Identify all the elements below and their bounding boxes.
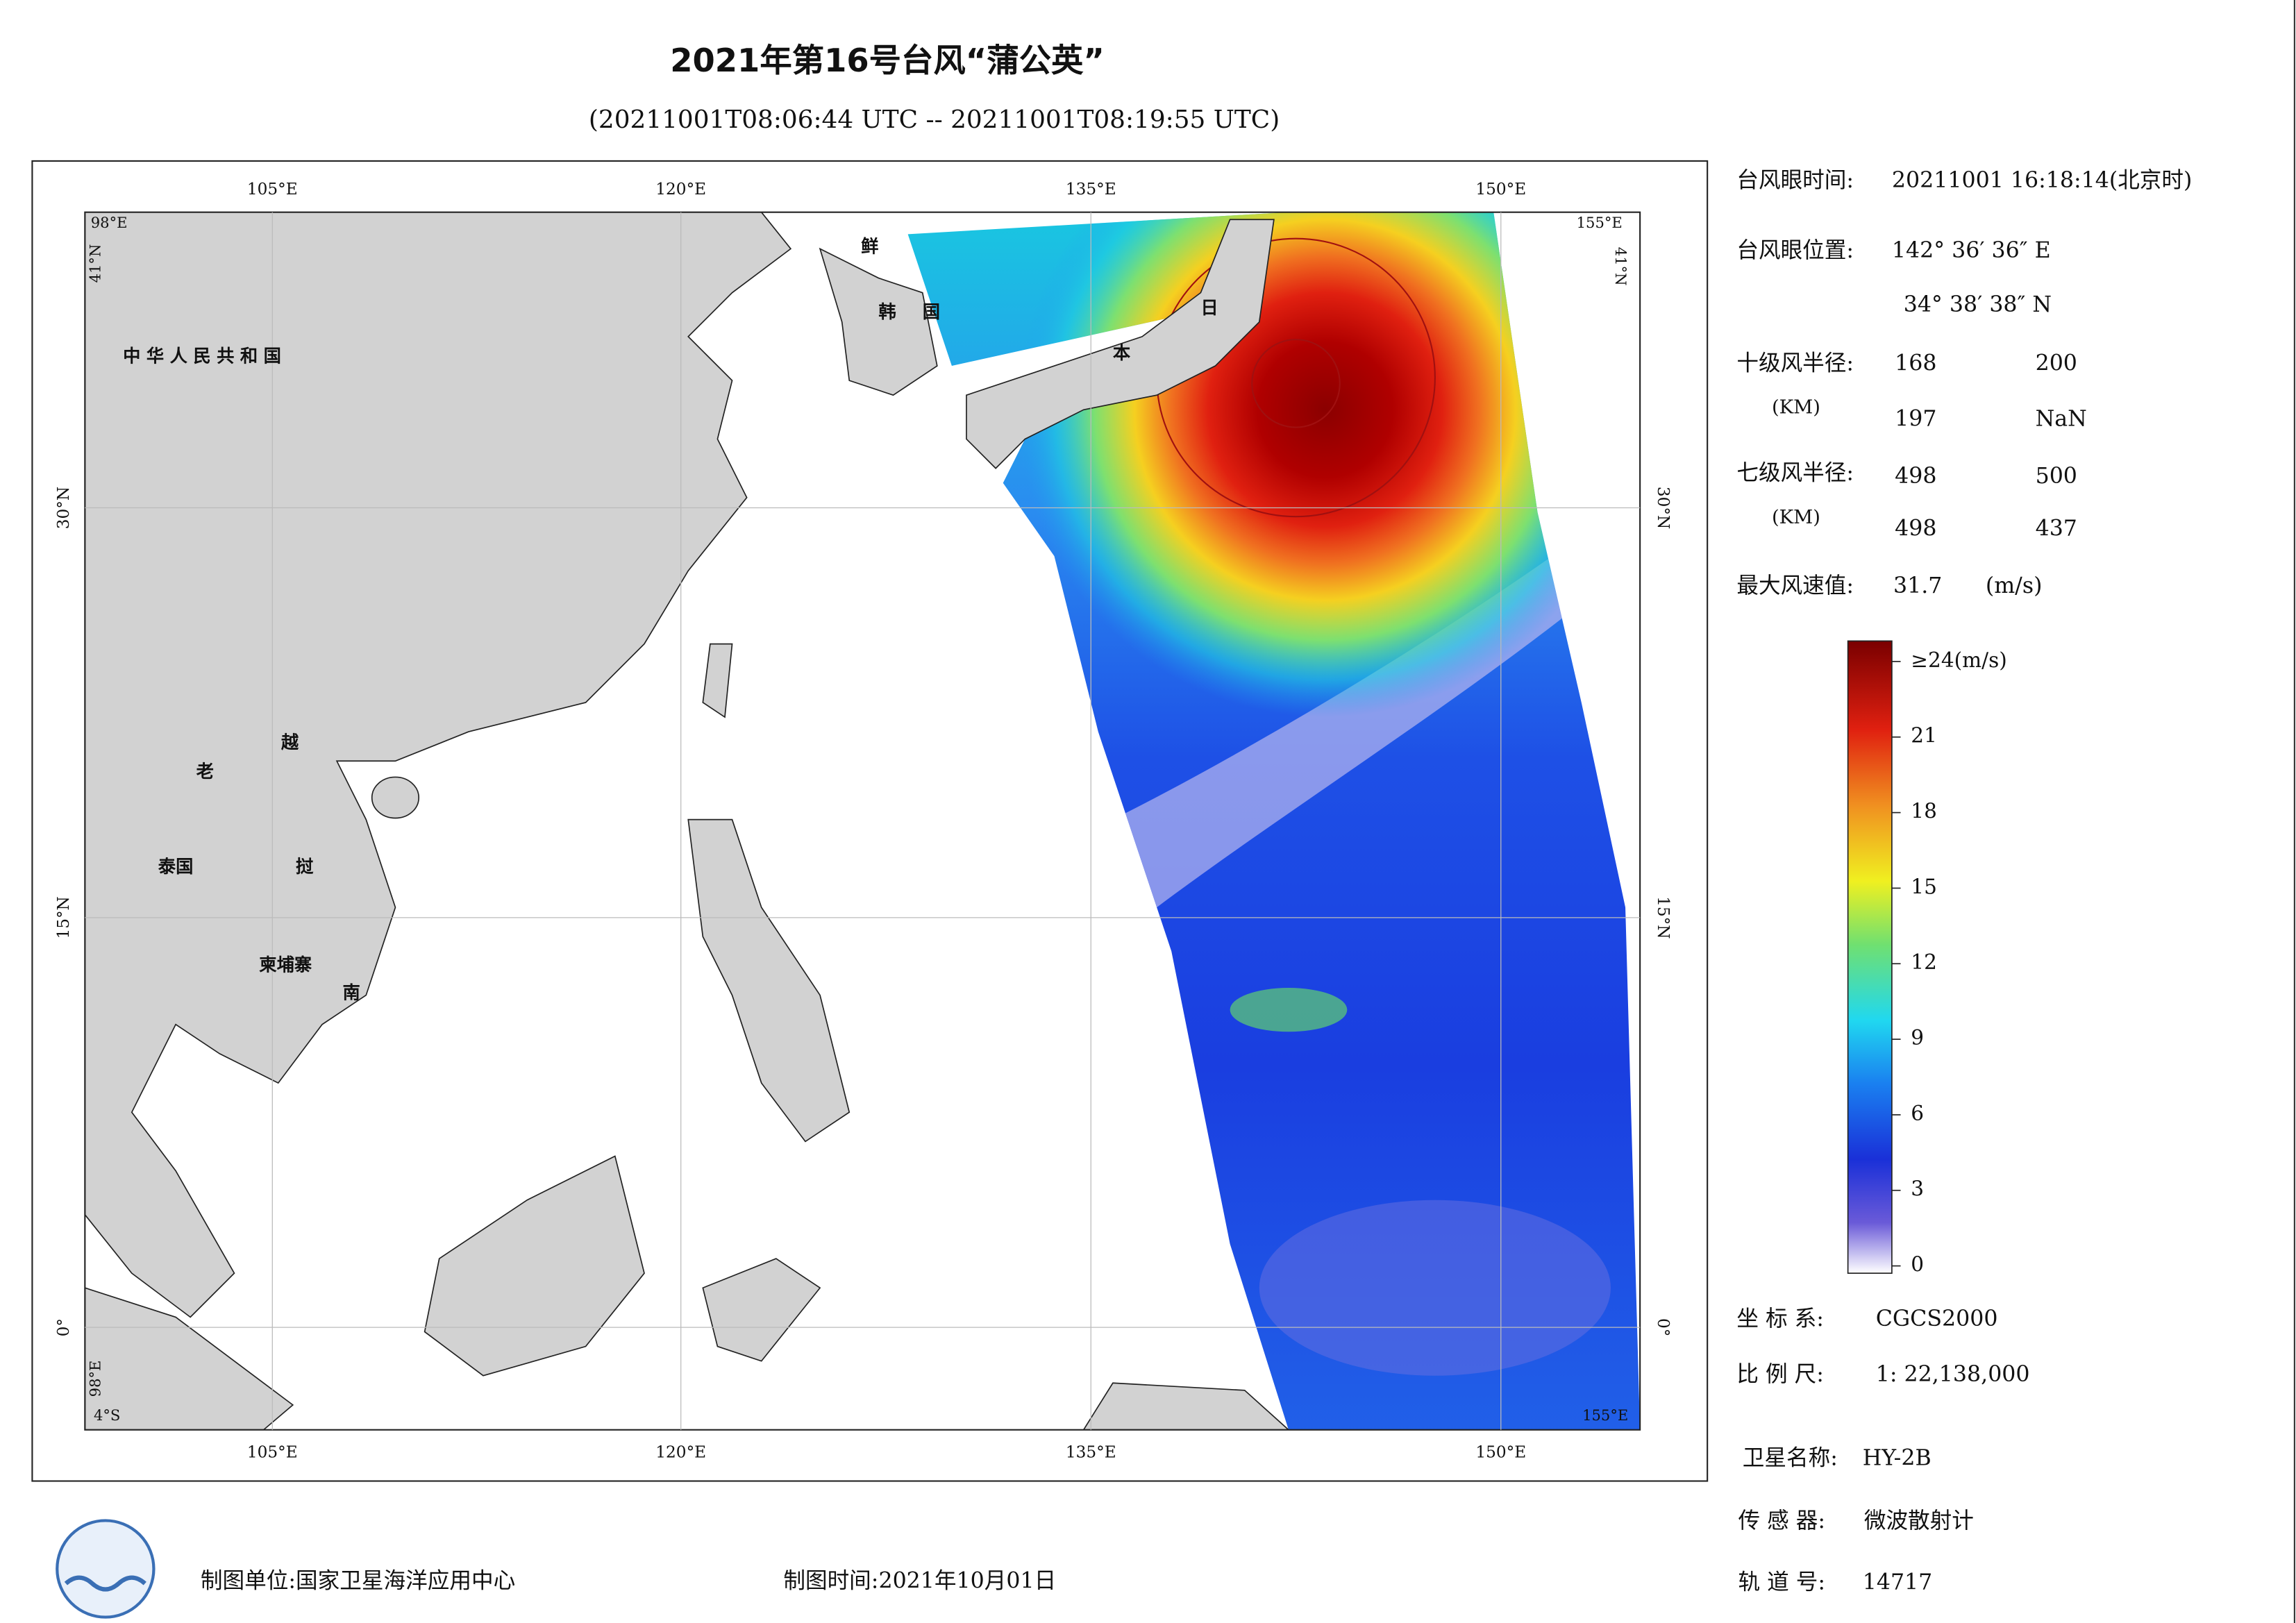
title: 2021年第16号台风“蒲公英” [670, 42, 1105, 79]
footer-text: 制图单位:国家卫星海洋应用中心 [201, 1568, 515, 1593]
place-label: 中华人民共和国 [123, 346, 287, 366]
value: CGCS2000 [1876, 1306, 1998, 1331]
colorbar-label: 6 [1911, 1102, 1924, 1125]
land [85, 212, 1290, 1430]
colorbar-label: ≥24(m/s) [1911, 648, 2006, 672]
colorbar-label: 0 [1911, 1253, 1924, 1277]
place-label: 韩 [878, 302, 896, 322]
value: 31.7 [1893, 573, 1942, 598]
place-label: 挝 [296, 857, 314, 877]
value: 14717 [1863, 1570, 1933, 1595]
map-frame [84, 211, 1641, 1431]
lat-label: 30°N [1654, 487, 1673, 529]
lat-label: 15°N [1654, 896, 1673, 939]
value: 498 [1895, 464, 1936, 489]
value: 197 [1895, 407, 1936, 432]
unit: (m/s) [1986, 573, 2043, 598]
value: NaN [2036, 407, 2087, 432]
value: 500 [2036, 464, 2077, 489]
label: 台风眼时间: [1736, 168, 1854, 193]
label: 坐 标 系: [1736, 1306, 1824, 1331]
corner-label: 41°N [87, 244, 104, 283]
lon-label: 105°E [247, 1443, 298, 1461]
place-label: 本 [1113, 343, 1131, 363]
place-label: 国 [923, 302, 940, 322]
label: 最大风速值: [1736, 573, 1854, 598]
colorbar-label: 3 [1911, 1177, 1924, 1201]
value: 20211001 16:18:14(北京时) [1892, 168, 2192, 193]
lon-label: 105°E [247, 180, 298, 199]
value: 1: 22,138,000 [1876, 1362, 2030, 1387]
lon-label: 150°E [1475, 180, 1526, 199]
label: 七级风半径: [1736, 461, 1854, 486]
colorbar-label: 12 [1911, 950, 1937, 974]
place-label: 泰国 [158, 857, 194, 877]
map [85, 212, 1641, 1430]
corner-label: 155°E [1582, 1406, 1628, 1424]
label: 传 感 器: [1738, 1508, 1825, 1533]
value: 微波散射计 [1864, 1508, 1974, 1533]
lat-label: 30°N [54, 487, 73, 529]
unit: (KM) [1772, 397, 1820, 419]
place-label: 鲜 [861, 236, 878, 256]
colorbar-label: 18 [1911, 800, 1937, 823]
lon-label: 150°E [1475, 1443, 1526, 1461]
label: 比 例 尺: [1736, 1362, 1824, 1387]
subtitle: (20211001T08:06:44 UTC -- 20211001T08:19… [589, 106, 1280, 134]
colorbar-label: 9 [1911, 1026, 1924, 1050]
value: 142° 36′ 36″ E [1892, 238, 2051, 263]
map-panel [31, 160, 1709, 1482]
corner-label: 98°E [87, 1361, 104, 1397]
place-label: 南 [343, 982, 360, 1002]
corner-label: 155°E [1577, 214, 1623, 231]
label: 十级风半径: [1736, 351, 1854, 376]
lat-label: 0° [1654, 1318, 1673, 1336]
lon-label: 135°E [1066, 1443, 1116, 1461]
label: 卫星名称: [1743, 1445, 1838, 1470]
corner-label: 4°S [94, 1406, 120, 1424]
lat-label: 15°N [54, 896, 73, 939]
logo [56, 1519, 156, 1619]
unit: (KM) [1772, 507, 1820, 528]
value: 498 [1895, 516, 1936, 541]
value: 437 [2036, 516, 2077, 541]
place-label: 老 [196, 762, 214, 782]
value: 200 [2036, 351, 2077, 376]
place-label: 日 [1200, 298, 1218, 318]
lon-label: 120°E [655, 180, 706, 199]
lat-label: 0° [54, 1318, 73, 1336]
footer-text: 制图时间:2021年10月01日 [783, 1568, 1056, 1593]
label: 台风眼位置: [1736, 238, 1854, 263]
lon-label: 120°E [655, 1443, 706, 1461]
place-label: 柬埔寨 [259, 955, 312, 975]
corner-label: 41°N [1612, 247, 1629, 286]
label: 轨 道 号: [1738, 1570, 1825, 1595]
lon-label: 135°E [1066, 180, 1116, 199]
value: 168 [1895, 351, 1936, 376]
colorbar-label: 21 [1911, 724, 1937, 748]
corner-label: 98°E [91, 214, 128, 231]
value: HY-2B [1863, 1445, 1932, 1470]
value: 34° 38′ 38″ N [1904, 292, 2052, 317]
colorbar [1847, 640, 1893, 1274]
place-label: 越 [281, 732, 299, 752]
colorbar-label: 15 [1911, 875, 1937, 898]
